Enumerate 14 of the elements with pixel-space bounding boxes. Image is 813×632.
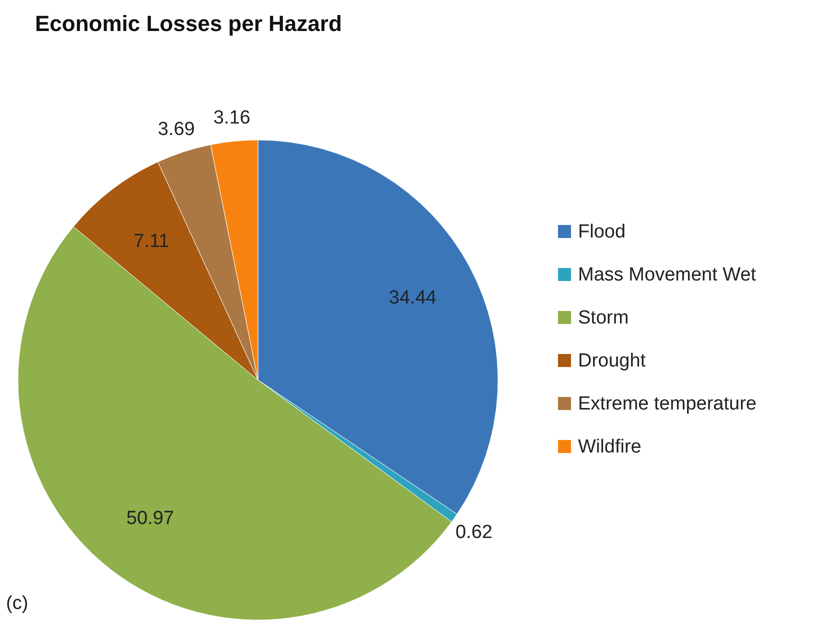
data-label: 7.11 <box>134 230 170 252</box>
data-label: 3.69 <box>158 118 195 140</box>
legend-label: Flood <box>578 222 626 242</box>
data-label: 34.44 <box>388 288 437 309</box>
data-label: 3.16 <box>213 107 250 128</box>
data-label: 0.62 <box>455 522 492 543</box>
text: (c) <box>6 593 28 614</box>
legend-label: Extreme temperature <box>578 394 756 414</box>
legend-label: Storm <box>578 308 629 328</box>
legend-label: Wildfire <box>578 436 642 458</box>
legend-label: Drought <box>578 350 646 372</box>
chart-title: Economic Losses per Hazard <box>35 11 342 36</box>
legend-label: Mass Movement Wet <box>578 264 757 286</box>
data-label: 50.97 <box>126 508 174 530</box>
